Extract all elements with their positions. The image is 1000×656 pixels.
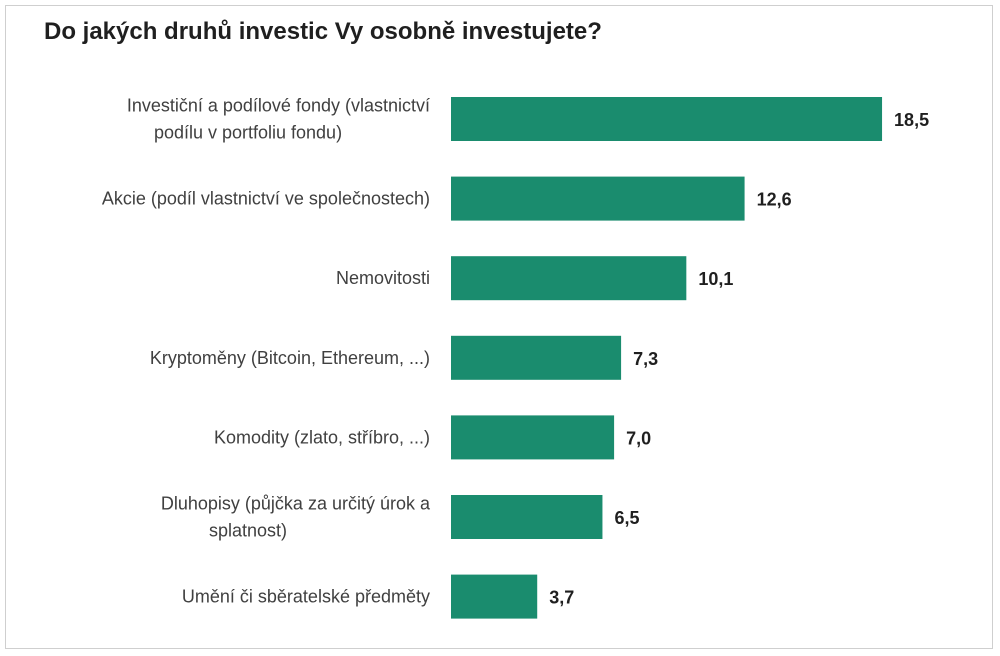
value-label-6: 3,7: [549, 588, 574, 608]
bar-2: [451, 256, 687, 301]
category-label-3-0: Kryptoměny (Bitcoin, Ethereum, ...): [150, 348, 430, 368]
category-label-1-0: Akcie (podíl vlastnictví ve společnostec…: [102, 189, 430, 209]
value-label-1: 12,6: [757, 190, 792, 210]
category-label-4-0: Komodity (zlato, stříbro, ...): [214, 427, 430, 447]
category-label-0-1: podílu v portfoliu fondu): [154, 123, 342, 143]
bar-4: [451, 415, 615, 460]
value-label-4: 7,0: [626, 428, 651, 448]
category-label-0-0: Investiční a podílové fondy (vlastnictví: [127, 96, 430, 116]
value-label-2: 10,1: [698, 269, 733, 289]
bar-6: [451, 574, 538, 619]
category-label-5-0: Dluhopisy (půjčka za určitý úrok a: [161, 494, 431, 514]
category-label-6-0: Umění či sběratelské předměty: [182, 587, 430, 607]
category-label-2-0: Nemovitosti: [336, 268, 430, 288]
value-label-0: 18,5: [894, 110, 929, 130]
bar-5: [451, 495, 603, 539]
value-label-5: 6,5: [614, 508, 639, 528]
bar-3: [451, 335, 622, 380]
category-label-5-1: splatnost): [209, 521, 287, 541]
value-label-3: 7,3: [633, 349, 658, 369]
bar-0: [451, 97, 883, 141]
bar-1: [451, 176, 745, 221]
chart-title: Do jakých druhů investic Vy osobně inves…: [44, 18, 602, 45]
